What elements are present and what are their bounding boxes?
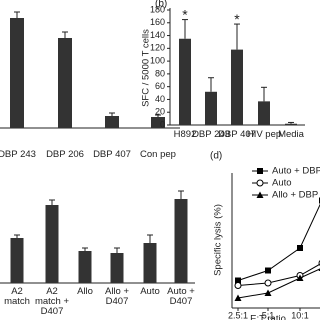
bar xyxy=(45,205,59,283)
x-tick-label: 2.5:1 xyxy=(228,310,248,320)
annotation: * xyxy=(182,6,188,22)
point xyxy=(264,279,272,287)
y-axis-label: SFC / 5000 T cells xyxy=(141,29,152,107)
bar xyxy=(231,49,243,125)
bar xyxy=(110,253,124,283)
bar xyxy=(58,38,72,128)
y-tick-label: 100 xyxy=(150,55,165,65)
x-tick-label: DBP 407 xyxy=(93,149,131,160)
point xyxy=(296,274,304,281)
x-tick-label: DBP 407 xyxy=(218,129,256,140)
point xyxy=(297,245,303,251)
bar xyxy=(174,199,188,283)
legend-marker xyxy=(256,191,264,198)
y-axis-label: Specific lysis (%) xyxy=(213,204,224,276)
y-tick-label: 60 xyxy=(155,81,165,91)
bar xyxy=(258,101,270,125)
y-tick-label: 80 xyxy=(155,68,165,78)
panel-label: (b) xyxy=(155,0,167,10)
annotation: * xyxy=(234,11,240,27)
point xyxy=(264,289,272,296)
y-tick-label: 180 xyxy=(150,4,165,14)
x-tick-label: H892 xyxy=(173,129,197,140)
x-tick-label: 10:1 xyxy=(291,310,309,320)
bar xyxy=(151,117,165,128)
y-tick-label: 120 xyxy=(150,43,165,53)
x-tick-label: Auto + D407 xyxy=(167,286,195,307)
y-tick-label: 40 xyxy=(155,94,165,104)
bar xyxy=(78,251,92,283)
y-tick-label: 140 xyxy=(150,30,165,40)
legend-label: Allo + DBP xyxy=(272,190,318,201)
x-tick-label: Con pep xyxy=(140,149,176,160)
x-tick-label: Media xyxy=(278,129,304,140)
y-tick-label: 160 xyxy=(150,17,165,27)
x-tick-label: Allo xyxy=(77,286,93,297)
x-tick-label: HIV pep xyxy=(246,129,282,140)
point xyxy=(265,267,271,274)
series-line xyxy=(237,268,320,299)
x-tick-label: A2 match xyxy=(4,286,30,307)
x-tick-label: DBP 243 xyxy=(192,129,230,140)
legend-marker xyxy=(256,179,264,187)
bar xyxy=(179,38,191,125)
bar xyxy=(285,123,297,125)
panel-label: (d) xyxy=(210,151,222,162)
bar xyxy=(205,91,217,125)
bar xyxy=(10,18,24,128)
series-line xyxy=(237,203,320,281)
x-tick-label: A2 match + D407 xyxy=(34,286,70,317)
x-tick-label: Allo + D407 xyxy=(104,286,130,307)
point xyxy=(235,277,241,284)
bar xyxy=(105,116,119,128)
bar xyxy=(10,238,24,283)
legend-label: Auto xyxy=(272,178,292,189)
x-axis-label: E:T ratio xyxy=(250,314,286,320)
bar xyxy=(143,243,157,283)
x-tick-label: 5:1 xyxy=(262,310,275,320)
y-tick-label: 20 xyxy=(155,107,165,117)
series-line xyxy=(237,263,320,286)
legend-label: Auto + DBP xyxy=(272,166,320,177)
legend-marker xyxy=(257,168,263,174)
point xyxy=(234,282,242,289)
x-tick-label: Auto xyxy=(140,286,160,297)
y-tick-label: 0 xyxy=(160,119,165,129)
x-tick-label: DBP 243 xyxy=(0,149,36,160)
point xyxy=(234,294,242,301)
x-tick-label: DBP 206 xyxy=(46,149,84,160)
